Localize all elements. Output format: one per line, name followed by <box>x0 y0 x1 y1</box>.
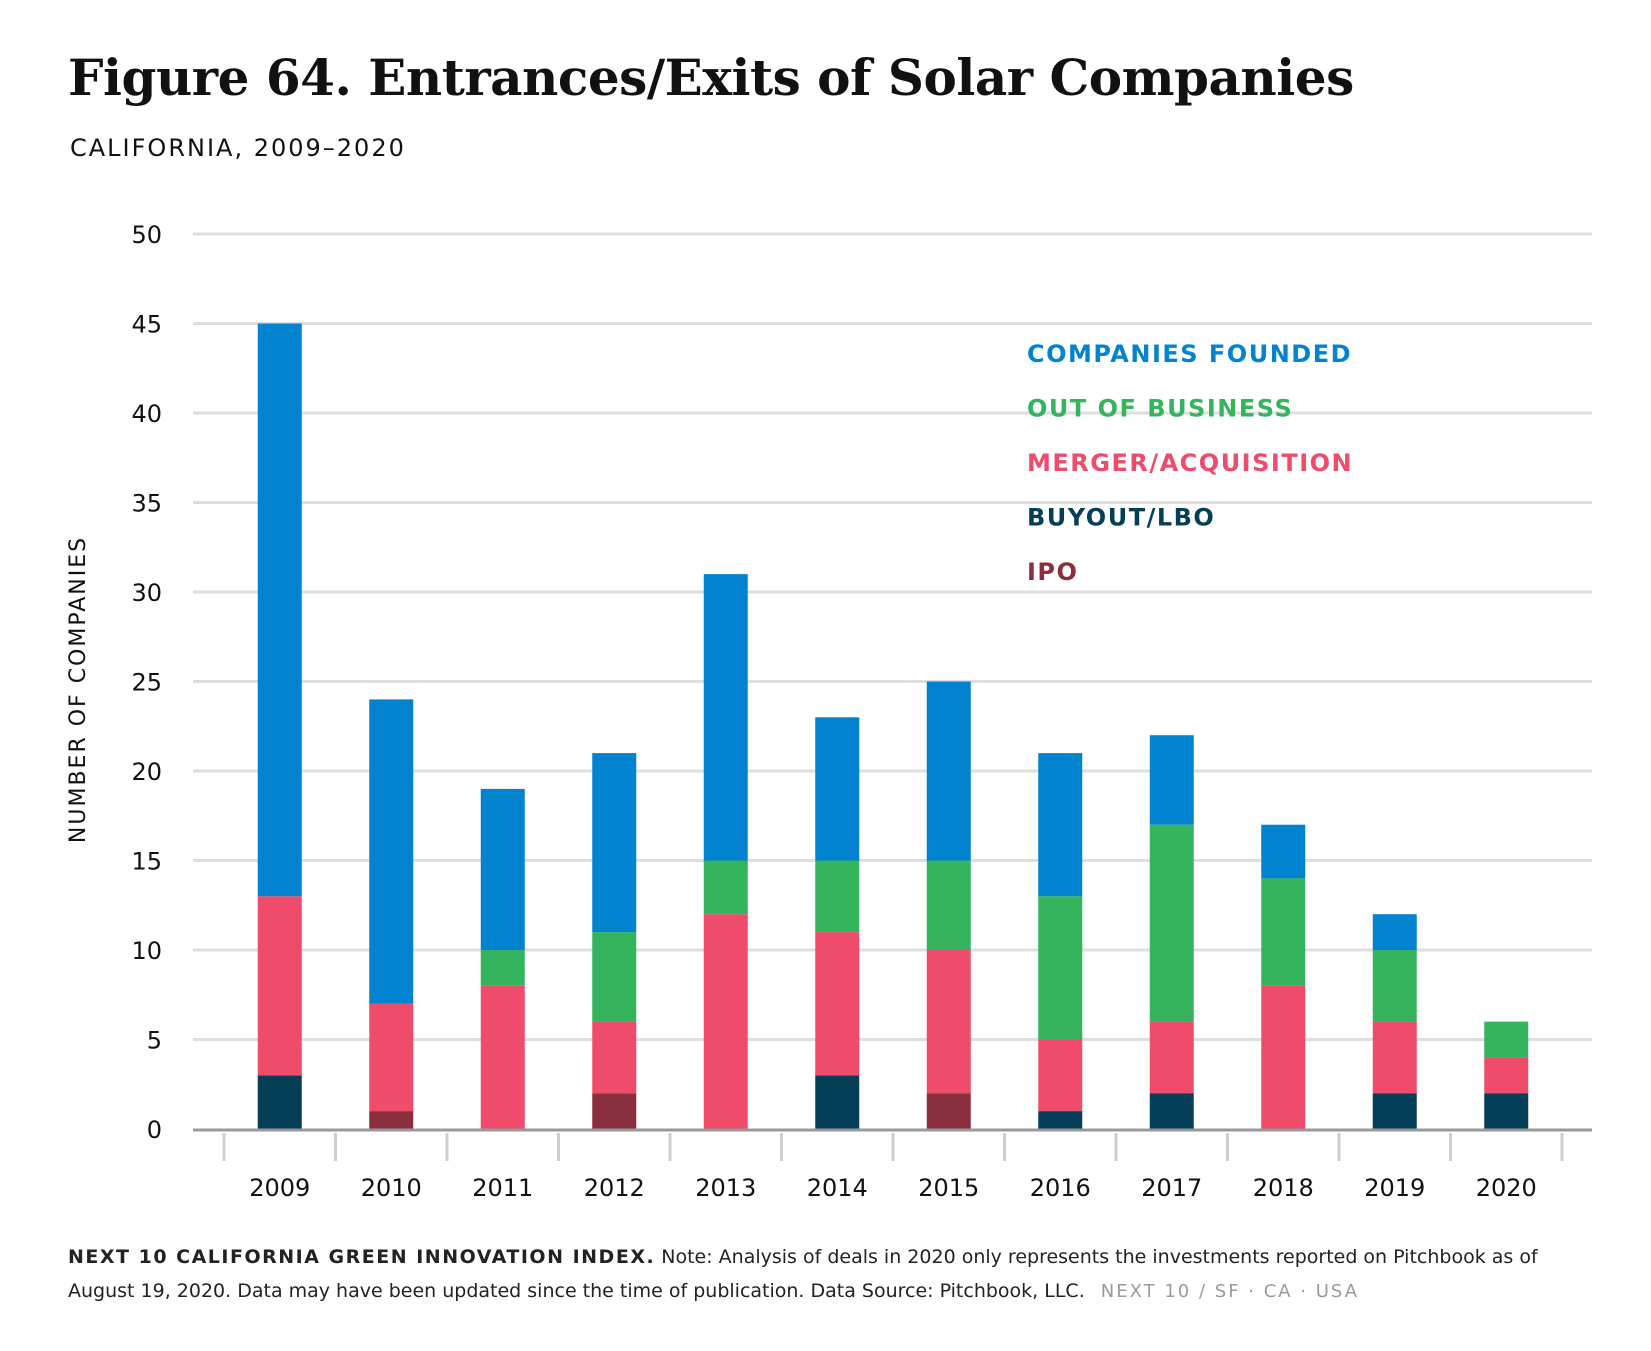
stacked-bar-chart: 0 5 10 15 20 25 30 35 40 45 50 NUMBER OF COMPANIES 2… <box>66 221 1592 1202</box>
bar-segment-merger-acquisition <box>257 896 302 1076</box>
legend-entry-companies-founded: COMPANIES FOUNDED <box>1027 340 1352 368</box>
bar-segment-out-of-business <box>1372 950 1417 1022</box>
bar-segment-buyout-lbo <box>257 1075 302 1129</box>
x-tick-label: 2010 <box>361 1174 422 1202</box>
x-tick-label: 2017 <box>1141 1174 1202 1202</box>
bar-segment-out-of-business <box>926 860 971 950</box>
bar-segment-out-of-business <box>703 860 748 915</box>
y-tick-label: 5 <box>147 1027 162 1055</box>
y-tick-label: 45 <box>131 311 162 339</box>
x-tick-label: 2015 <box>918 1174 979 1202</box>
bar-segment-buyout-lbo <box>1038 1111 1083 1129</box>
bar-segment-merger-acquisition <box>369 1003 414 1112</box>
legend-entry-merger-acquisition: MERGER/ACQUISITION <box>1027 449 1353 477</box>
bar-segment-ipo <box>592 1093 637 1129</box>
bar-segment-merger-acquisition <box>1372 1021 1417 1094</box>
bar-segment-out-of-business <box>1038 896 1083 1040</box>
y-tick-label: 30 <box>131 579 162 607</box>
bar-segment-companies-founded <box>369 699 414 1004</box>
bar-segment-buyout-lbo <box>1372 1093 1417 1129</box>
chart-title: Figure 64. Entrances/Exits of Solar Comp… <box>68 48 1354 107</box>
x-tick-label: 2018 <box>1253 1174 1314 1202</box>
bar-segment-merger-acquisition <box>703 914 748 1129</box>
y-tick-label: 40 <box>131 400 162 428</box>
x-tick-label: 2012 <box>584 1174 645 1202</box>
bar-segment-out-of-business <box>1484 1021 1529 1058</box>
bar-segment-out-of-business <box>592 932 637 1022</box>
bar-segment-merger-acquisition <box>1038 1039 1083 1112</box>
legend-entry-buyout-lbo: BUYOUT/LBO <box>1027 504 1215 532</box>
y-tick-label: 0 <box>147 1116 162 1144</box>
bar-segment-out-of-business <box>1149 824 1194 1022</box>
bar-segment-companies-founded <box>480 788 525 950</box>
bar-segment-merger-acquisition <box>926 950 971 1094</box>
legend-entry-out-of-business: OUT OF BUSINESS <box>1027 395 1293 423</box>
x-tick-label: 2020 <box>1476 1174 1537 1202</box>
x-tick-label: 2009 <box>249 1174 310 1202</box>
footer-brand: NEXT 10 / SF · CA · USA <box>1100 1281 1360 1302</box>
bar-segment-companies-founded <box>1372 914 1417 950</box>
bar-segment-companies-founded <box>1149 735 1194 825</box>
bar-segment-merger-acquisition <box>1149 1021 1194 1094</box>
y-tick-label: 35 <box>131 490 162 518</box>
bar-segment-out-of-business <box>815 860 860 933</box>
y-tick-label: 25 <box>131 669 162 697</box>
bar-segment-merger-acquisition <box>1484 1057 1529 1094</box>
y-tick-label: 20 <box>131 758 162 786</box>
legend-entry-ipo: IPO <box>1027 558 1078 586</box>
bar-segment-companies-founded <box>592 753 637 933</box>
bar-segment-buyout-lbo <box>1484 1093 1529 1129</box>
y-axis-label: NUMBER OF COMPANIES <box>66 536 91 843</box>
bar-segment-out-of-business <box>480 950 525 986</box>
bar-segment-merger-acquisition <box>1261 985 1306 1129</box>
bar-segment-ipo <box>369 1111 414 1129</box>
x-tick-label: 2019 <box>1364 1174 1425 1202</box>
bar-segment-ipo <box>926 1093 971 1129</box>
y-tick-label: 15 <box>131 848 162 876</box>
y-tick-label: 50 <box>131 221 162 249</box>
bar-segment-out-of-business <box>1261 878 1306 986</box>
bar-segment-merger-acquisition <box>480 985 525 1129</box>
bar-segment-buyout-lbo <box>815 1075 860 1129</box>
bar-segment-buyout-lbo <box>1149 1093 1194 1129</box>
bar-segment-companies-founded <box>815 717 860 861</box>
bar-segment-merger-acquisition <box>815 932 860 1076</box>
bar-segment-companies-founded <box>926 681 971 861</box>
y-tick-label: 10 <box>131 937 162 965</box>
bar-segment-companies-founded <box>703 574 748 861</box>
bar-segment-companies-founded <box>1261 824 1306 879</box>
x-tick-label: 2016 <box>1030 1174 1091 1202</box>
footer-note: NEXT 10 CALIFORNIA GREEN INNOVATION INDE… <box>68 1240 1588 1309</box>
footer-source: NEXT 10 CALIFORNIA GREEN INNOVATION INDE… <box>68 1246 656 1268</box>
x-tick-label: 2013 <box>695 1174 756 1202</box>
bar-segment-companies-founded <box>1038 753 1083 897</box>
chart-subtitle: CALIFORNIA, 2009–2020 <box>70 134 406 162</box>
bar-segment-companies-founded <box>257 323 302 897</box>
x-tick-label: 2011 <box>472 1174 533 1202</box>
x-tick-label: 2014 <box>807 1174 868 1202</box>
bar-segment-merger-acquisition <box>592 1021 637 1094</box>
footer-note-text: Note: Analysis of deals in 2020 only rep… <box>68 1246 1538 1302</box>
